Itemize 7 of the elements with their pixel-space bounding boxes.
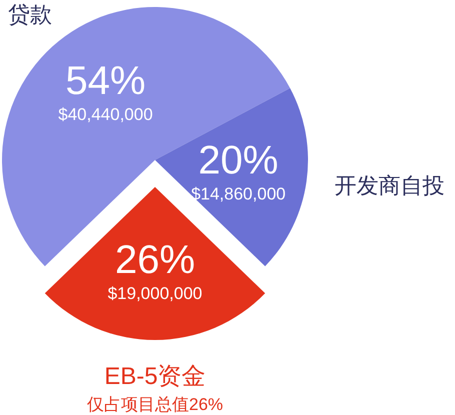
slice-label: 贷款 bbox=[8, 2, 52, 26]
data-label: 54% $40,440,000 bbox=[58, 58, 153, 124]
data-label: 20% $14,860,000 bbox=[191, 138, 286, 204]
text: 仅占项目总值26% bbox=[86, 394, 224, 414]
slice-label: 开发商自投 bbox=[334, 172, 444, 198]
data-label: 26% $19,000,000 bbox=[108, 238, 202, 304]
slice-label: EB-5资金 bbox=[104, 362, 206, 390]
